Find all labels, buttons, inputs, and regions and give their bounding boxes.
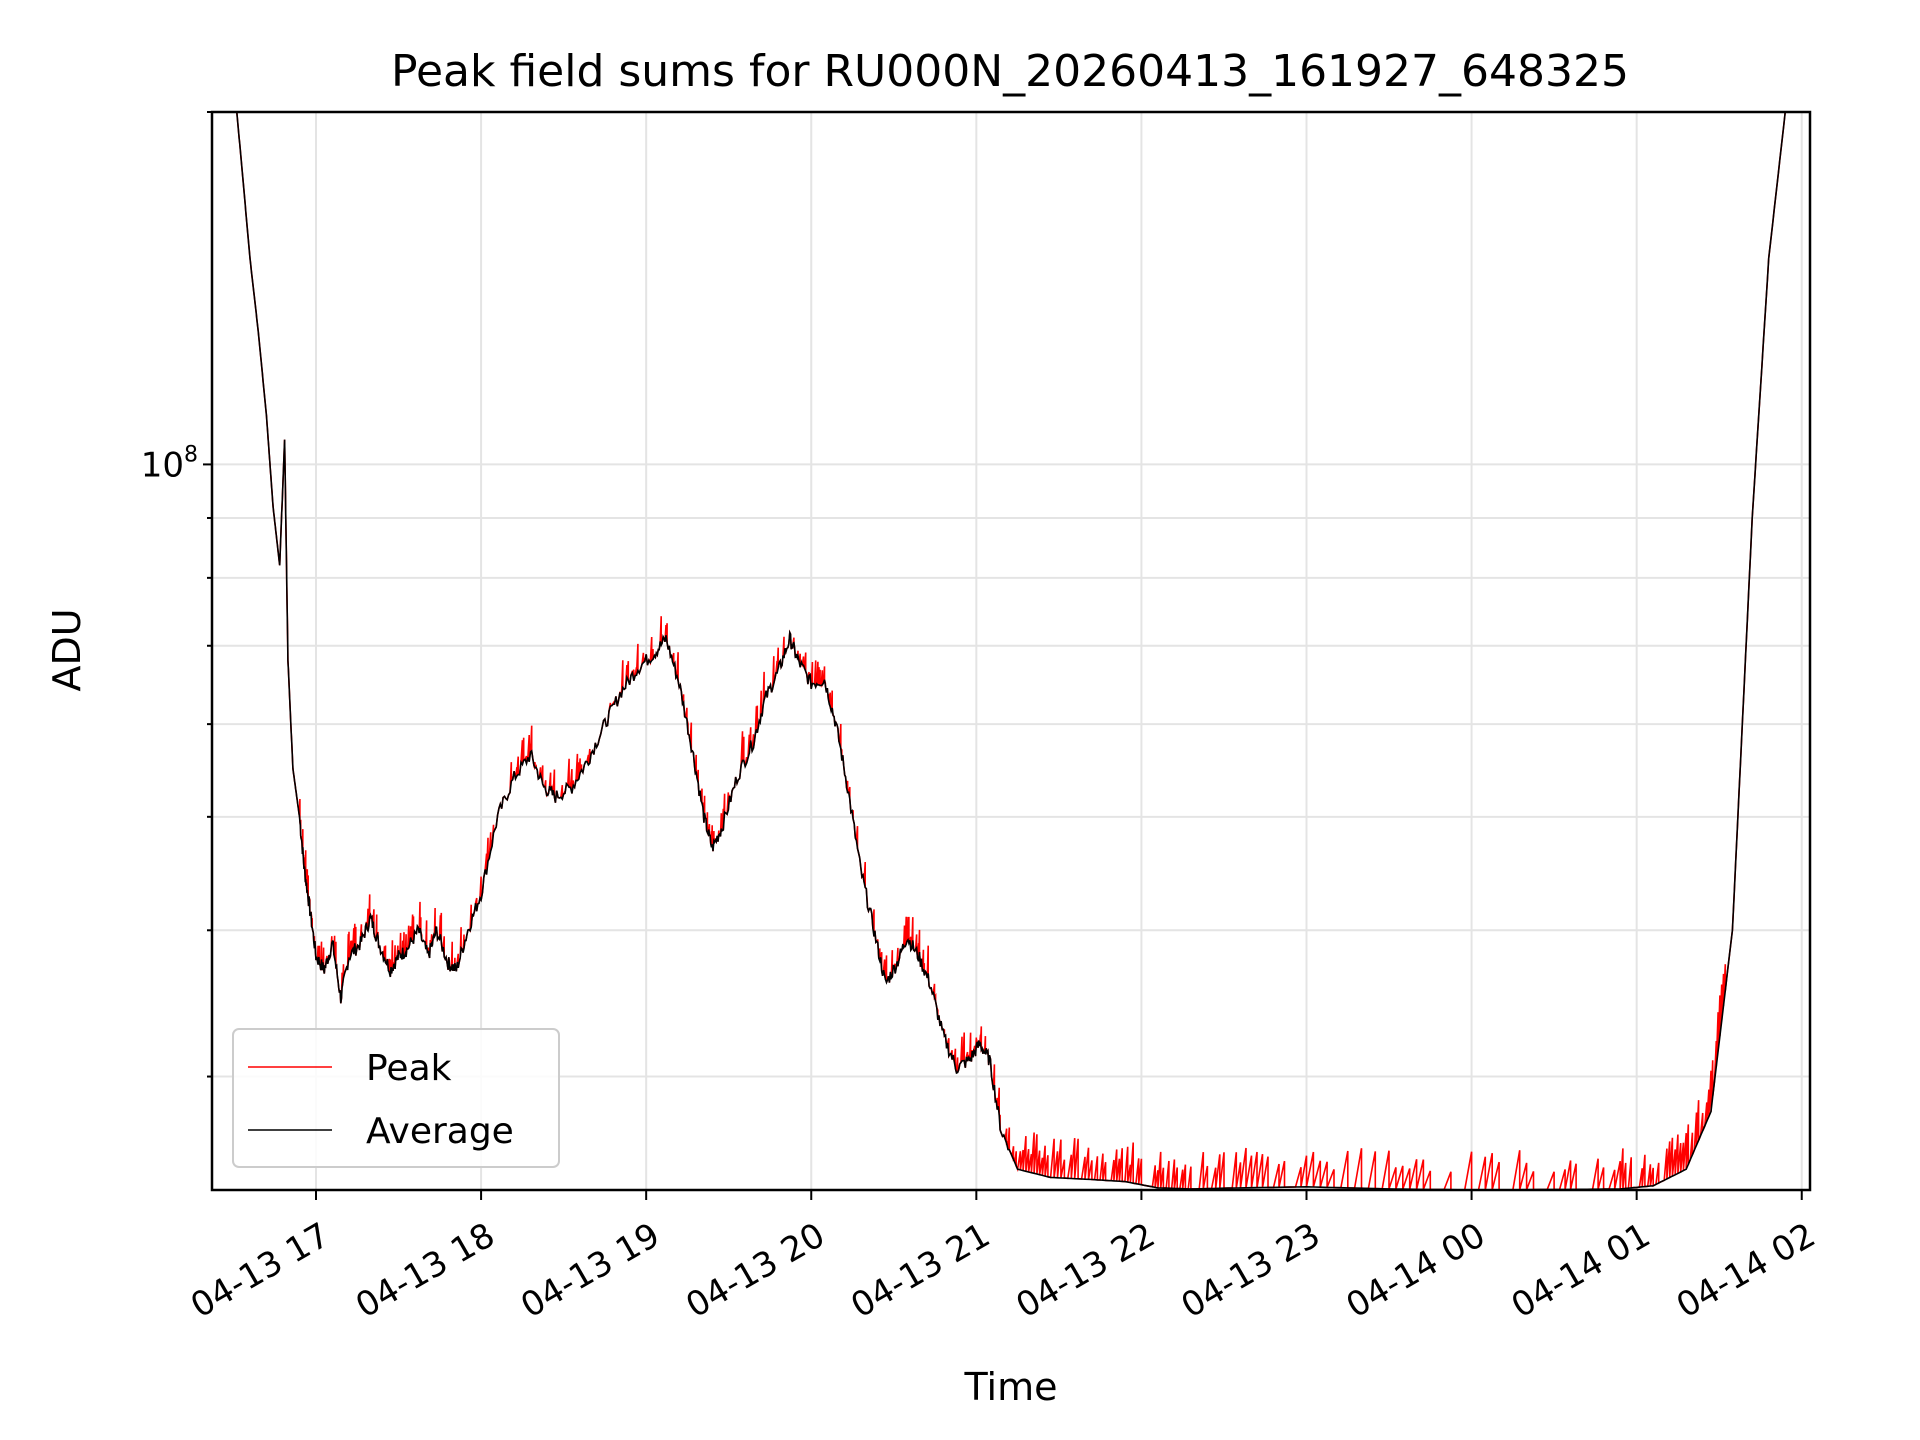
- x-axis-label: Time: [964, 1365, 1058, 1409]
- chart-title: Peak field sums for RU000N_20260413_1619…: [391, 46, 1629, 97]
- legend-average-label: Average: [366, 1111, 514, 1152]
- y-tick-label: 108: [141, 442, 198, 485]
- plot-frame: [210, 110, 1812, 1192]
- average-series: [212, 111, 1810, 1191]
- legend-peak-label: Peak: [366, 1048, 452, 1089]
- y-axis: 108: [141, 111, 212, 1078]
- legend: Peak Average: [232, 1028, 560, 1168]
- legend-box: [232, 1028, 560, 1168]
- y-axis-label: ADU: [45, 608, 89, 691]
- average-line: [212, 111, 1810, 1191]
